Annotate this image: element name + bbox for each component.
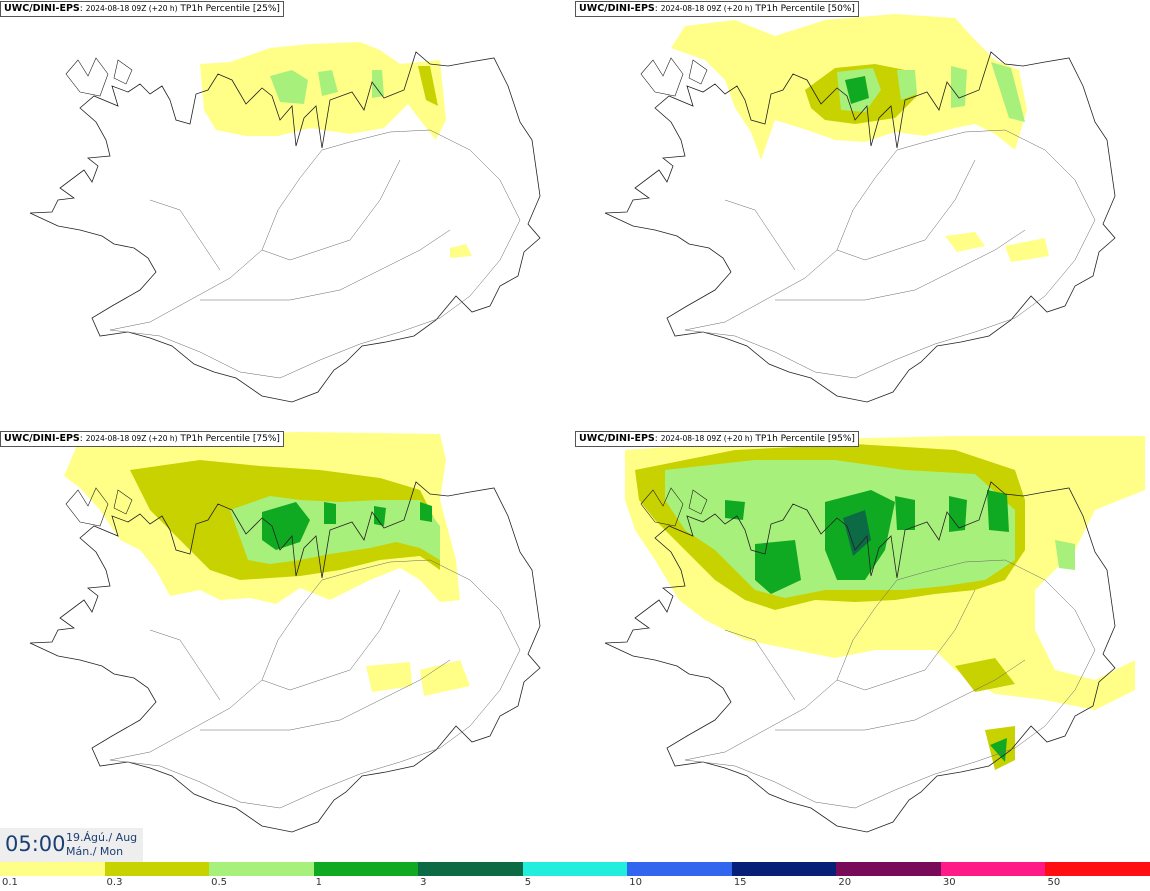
precip-area: [843, 510, 871, 556]
precip-area: [987, 490, 1009, 532]
product-label: TP1h Percentile [75%]: [180, 434, 280, 444]
precip-area: [450, 244, 472, 258]
product-label: TP1h Percentile [25%]: [180, 4, 280, 14]
legend-label: 0.3: [106, 877, 123, 888]
legend-label: 3: [420, 877, 427, 888]
run-info: 2024-08-18 09Z (+20 h): [85, 4, 178, 13]
precip-area: [262, 502, 310, 550]
legend-label: 30: [942, 877, 956, 888]
valid-time-box: 05:00 19.Ágú./ Aug Mán./ Mon: [0, 828, 143, 862]
panel-title: UWC/DINI-EPS: 2024-08-18 09Z (+20 h) TP1…: [575, 1, 859, 17]
valid-date: 19.Ágú./ Aug Mán./ Mon: [66, 831, 137, 859]
precip-area: [895, 496, 915, 530]
legend-swatch: [0, 862, 105, 876]
precip-area: [755, 540, 801, 594]
precip-area: [845, 76, 869, 104]
map-panel-50: UWC/DINI-EPS: 2024-08-18 09Z (+20 h) TP1…: [575, 0, 1150, 430]
precip-area: [372, 70, 384, 98]
legend-labels: 0.1 0.3 0.5 1 3 5 10 15 20 30 50: [0, 876, 1150, 891]
legend-swatch: [209, 862, 314, 876]
precip-area: [949, 496, 967, 532]
precip-area: [270, 70, 308, 104]
precip-map-25: [29, 42, 541, 403]
legend-label: 10: [629, 877, 642, 888]
precip-map-95: [604, 436, 1145, 833]
product-label: TP1h Percentile [95%]: [755, 434, 855, 444]
map-panel-75: UWC/DINI-EPS: 2024-08-18 09Z (+20 h) TP1…: [0, 430, 575, 860]
legend-swatch: [313, 862, 419, 876]
precip-area: [420, 660, 470, 696]
precip-map-50: [604, 14, 1116, 403]
valid-time: 05:00: [5, 832, 66, 856]
run-info: 2024-08-18 09Z (+20 h): [660, 4, 753, 13]
legend-swatch: [418, 862, 523, 876]
legend-label: 1: [315, 877, 322, 888]
precip-area: [374, 506, 386, 526]
model-name: UWC/DINI-EPS: [579, 3, 655, 14]
map-panel-95: UWC/DINI-EPS: 2024-08-18 09Z (+20 h) TP1…: [575, 430, 1150, 860]
precip-area: [324, 502, 336, 524]
run-info: 2024-08-18 09Z (+20 h): [660, 434, 753, 443]
precip-area: [945, 232, 985, 252]
precip-area: [318, 70, 338, 96]
precip-area: [1005, 238, 1049, 262]
valid-date-line: 19.Ágú./ Aug: [66, 831, 138, 844]
precip-map-75: [29, 432, 541, 833]
precip-area: [725, 500, 745, 520]
legend-label: 0.1: [2, 877, 18, 888]
map-panel-25: UWC/DINI-EPS: 2024-08-18 09Z (+20 h) TP1…: [0, 0, 575, 430]
color-legend: [0, 862, 1150, 876]
panel-title: UWC/DINI-EPS: 2024-08-18 09Z (+20 h) TP1…: [0, 431, 284, 447]
precip-area: [1055, 540, 1075, 570]
run-info: 2024-08-18 09Z (+20 h): [85, 434, 178, 443]
legend-label: 20: [838, 877, 852, 888]
precip-area: [897, 70, 917, 100]
legend-swatch: [836, 862, 941, 876]
legend-swatch: [940, 862, 1046, 876]
precip-area: [366, 662, 412, 692]
panel-title: UWC/DINI-EPS: 2024-08-18 09Z (+20 h) TP1…: [0, 1, 284, 17]
model-name: UWC/DINI-EPS: [579, 433, 655, 444]
precip-area: [991, 62, 1025, 122]
legend-swatch: [1045, 862, 1150, 876]
panel-title: UWC/DINI-EPS: 2024-08-18 09Z (+20 h) TP1…: [575, 431, 859, 447]
precip-area: [951, 66, 967, 108]
valid-day-line: Mán./ Mon: [66, 845, 124, 858]
precip-area: [955, 658, 1015, 692]
legend-label: 50: [1047, 877, 1061, 888]
model-name: UWC/DINI-EPS: [4, 3, 80, 14]
legend-swatch: [731, 862, 837, 876]
legend-swatch: [104, 862, 210, 876]
legend-label: 5: [524, 877, 532, 888]
product-label: TP1h Percentile [50%]: [755, 4, 855, 14]
model-name: UWC/DINI-EPS: [4, 433, 80, 444]
legend-label: 0.5: [211, 877, 227, 888]
precip-area: [418, 66, 438, 106]
legend-swatch: [522, 862, 628, 876]
legend-label: 15: [733, 877, 747, 888]
precip-area: [420, 502, 432, 522]
legend-swatch: [627, 862, 732, 876]
